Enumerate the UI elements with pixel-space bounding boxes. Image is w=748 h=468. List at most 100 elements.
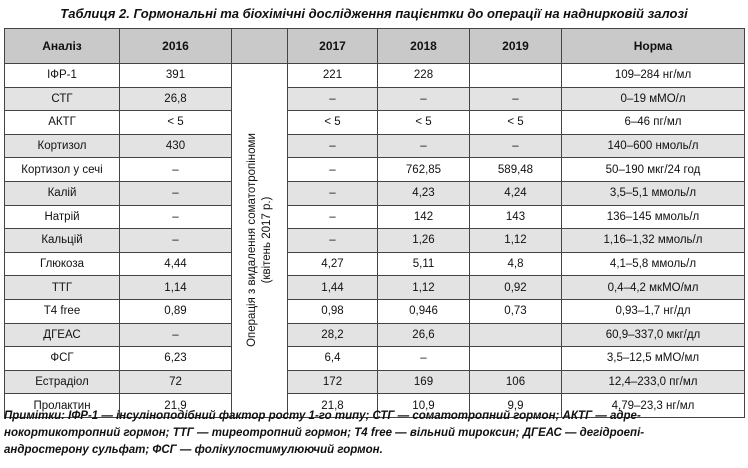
value-2019: 9,9 [469,393,562,418]
header-surgery-column [231,28,288,64]
analysis-name: Пролактин [4,393,120,418]
value-2016: – [119,157,232,182]
table-row: Калій – –4,23 4,24 3,5–5,1 ммоль/л [4,180,745,206]
value-2016: – [119,228,232,253]
norm-range: 6–46 пг/мл [561,110,745,135]
value-2018: 142 [377,204,470,230]
value-2017: 172 [287,369,378,395]
value-2018: 0,946 [377,298,470,324]
norm-range: 4,79–23,3 нг/мл [561,393,745,418]
value-2016: 430 [119,133,232,159]
value-2019: 589,48 [469,157,562,182]
norm-range: 60,9–337,0 мкг/дл [561,322,745,348]
value-2016: 72 [119,369,232,395]
value-2018: 1,26 [377,228,470,253]
value-2017: – [287,157,378,182]
header-2019: 2019 [469,28,562,64]
value-2017: 1,44 [287,275,378,300]
table-row: Кортизол 430– – –140–600 нмоль/л [4,133,745,159]
value-2018: 228 [377,63,470,88]
analysis-name: Кальцій [4,228,120,253]
value-2019: 0,73 [469,298,562,324]
analysis-name: Естрадіол [4,369,120,395]
table-row: Т4 free 0,89 0,98 0,946 0,73 0,93–1,7 нг/дл [4,298,745,324]
value-2019: 4,24 [469,180,562,206]
table-row: Пролактин 21,9 21,8 10,9 9,9 4,79–23,3 нг/мл [4,393,745,418]
header-2018: 2018 [377,28,470,64]
table-row: Натрій – –142 143 136–145 ммоль/л [4,204,745,230]
table-body: ІФР-1 391 Операція з видалення соматотропі… [4,63,745,418]
value-2019: 1,12 [469,228,562,253]
table-caption: Таблиця 2. Гормональні та біохімічні дос… [60,6,688,21]
header-analysis: Аналіз [4,28,120,64]
value-2018: < 5 [377,110,470,135]
notes-line: андростерону сульфат; ФСГ — фолікулостим… [4,444,383,456]
norm-range: 136–145 ммоль/л [561,204,745,230]
table-row: Кортизол у сечі – –762,85 589,48 50–190 мкг/… [4,157,745,182]
value-2016: – [119,204,232,230]
value-2016: 26,8 [119,86,232,112]
analysis-name: Кортизол [4,133,120,159]
value-2018: 1,12 [377,275,470,300]
norm-range: 3,5–5,1 ммоль/л [561,180,745,206]
notes-line: Примітки: ІФР-1 — інсуліноподібний факто… [4,410,641,422]
value-2019 [469,63,562,88]
norm-range: 12,4–233,0 пг/мл [561,369,745,395]
value-2018: 169 [377,369,470,395]
value-2016: 21,9 [119,393,232,418]
value-2019 [469,346,562,371]
value-2017: 4,27 [287,251,378,277]
header-norm: Норма [561,28,745,64]
value-2017: 0,98 [287,298,378,324]
surgery-note-cell: Операція з видалення соматотропіноми (кві… [231,63,288,418]
norm-range: 1,16–1,32 ммоль/л [561,228,745,253]
value-2018: 4,23 [377,180,470,206]
value-2018: 5,11 [377,251,470,277]
header-2016: 2016 [119,28,232,64]
value-2016: 391 [119,63,232,88]
value-2018: 10,9 [377,393,470,418]
value-2019 [469,322,562,348]
analysis-name: Калій [4,180,120,206]
table-row: ДГЕАС – 28,2 26,6 60,9–337,0 мкг/дл [4,322,745,348]
surgery-note-line: (квітень 2017 р.) [260,197,273,284]
table-row: Естрадіол 72 172 169 106 12,4–233,0 пг/мл [4,369,745,395]
table-row: Глюкоза 4,44 4,27 5,11 4,8 4,1–5,8 ммоль/л [4,251,745,277]
value-2016: 4,44 [119,251,232,277]
norm-range: 0,4–4,2 мкМО/мл [561,275,745,300]
norm-range: 0,93–1,7 нг/дл [561,298,745,324]
value-2016: – [119,180,232,206]
analysis-name: СТГ [4,86,120,112]
norm-range: 50–190 мкг/24 год [561,157,745,182]
norm-range: 0–19 мМО/л [561,86,745,112]
surgery-note: Операція з видалення соматотропіноми (кві… [245,64,275,416]
value-2016: – [119,322,232,348]
table-notes: Примітки: ІФР-1 — інсуліноподібний факто… [4,408,744,459]
table-row: ІФР-1 391 Операція з видалення соматотропі… [4,63,745,418]
value-2017: – [287,228,378,253]
value-2017: – [287,133,378,159]
value-2016: 1,14 [119,275,232,300]
value-2019: – [469,133,562,159]
lab-results-table: Аналіз 2016 2017 2018 2019 Норма ІФР-1 39… [4,28,745,418]
value-2018: – [377,86,470,112]
analysis-name: АКТГ [4,110,120,135]
norm-range: 140–600 нмоль/л [561,133,745,159]
value-2016: < 5 [119,110,232,135]
value-2017: – [287,86,378,112]
analysis-name: ТТГ [4,275,120,300]
analysis-name: ІФР-1 [4,63,120,88]
value-2017: < 5 [287,110,378,135]
notes-line: нокортикотропний гормон; ТТГ — тиреотроп… [4,427,645,439]
norm-range: 109–284 нг/мл [561,63,745,88]
norm-range: 3,5–12,5 мМО/мл [561,346,745,371]
table-row: ФСГ 6,23 6,4– 3,5–12,5 мМО/мл [4,346,745,371]
value-2016: 0,89 [119,298,232,324]
value-2017: 28,2 [287,322,378,348]
value-2017: 221 [287,63,378,88]
value-2019: 4,8 [469,251,562,277]
surgery-note-line: Операція з видалення соматотропіноми [245,133,258,348]
value-2019: 143 [469,204,562,230]
analysis-name: Т4 free [4,298,120,324]
